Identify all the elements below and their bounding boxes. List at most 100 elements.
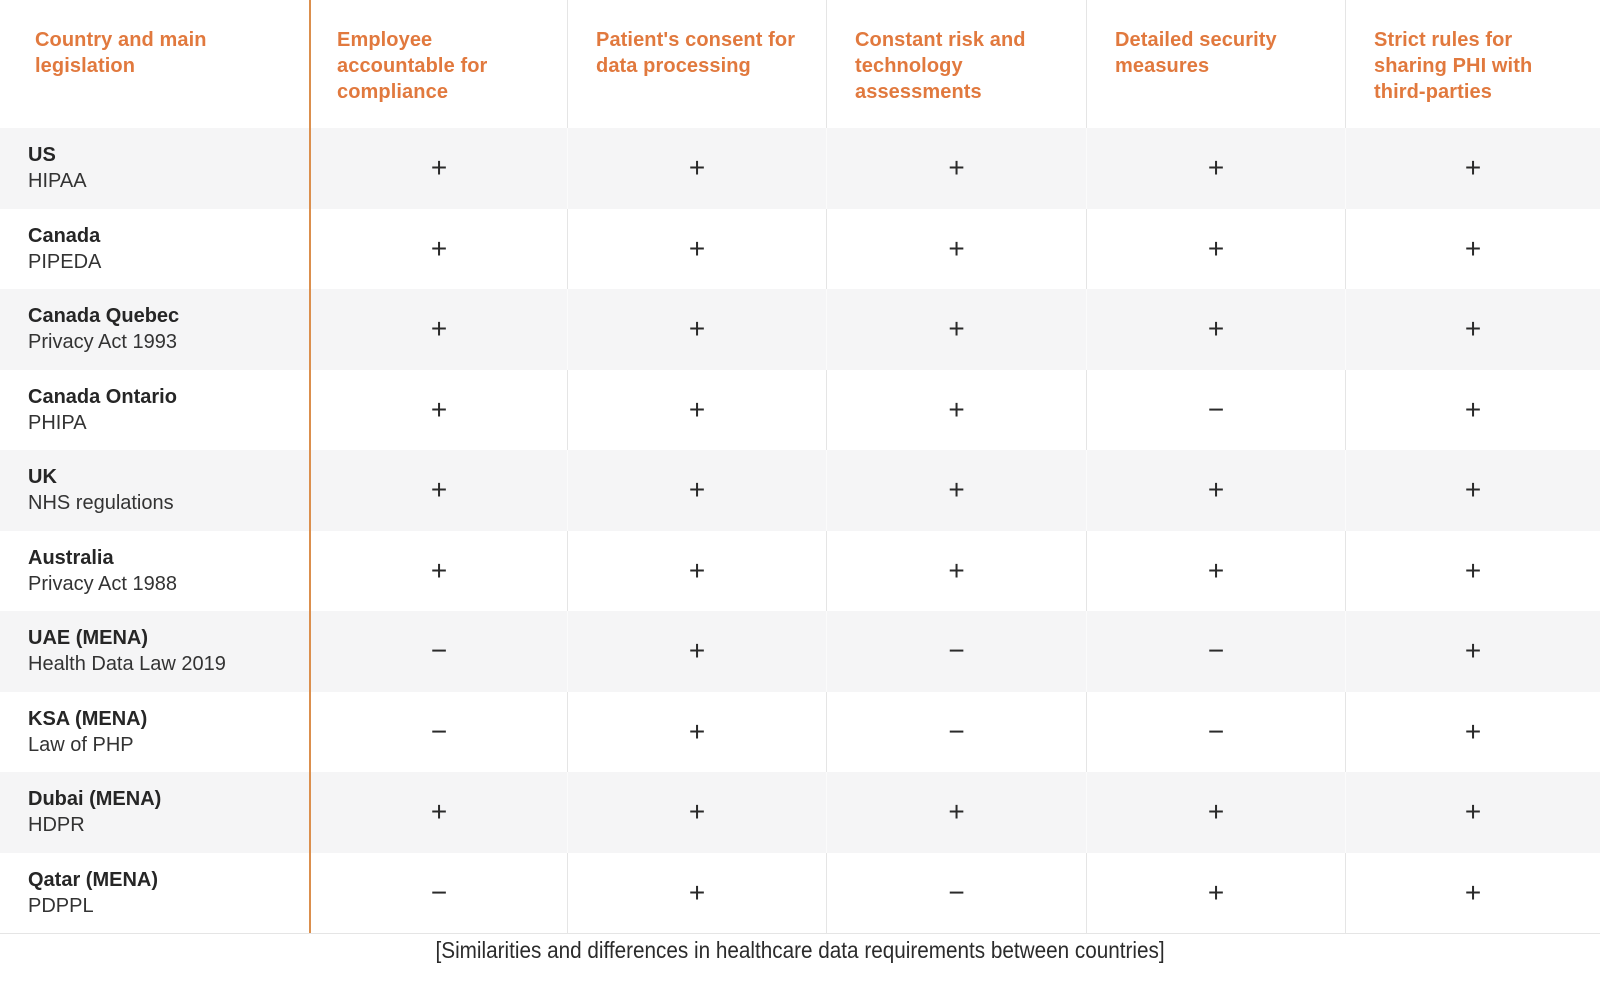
- table-row: UAE (MENA) Health Data Law 2019 − + − − …: [0, 611, 1600, 692]
- value-cell: +: [567, 611, 826, 692]
- value-cell: +: [567, 208, 826, 289]
- table-row: Canada Ontario PHIPA + + + − +: [0, 369, 1600, 451]
- table-row: Canada PIPEDA + + + + +: [0, 208, 1600, 290]
- value-cell: +: [309, 530, 567, 611]
- value-cell: +: [1345, 611, 1600, 692]
- plus-minus-sign: +: [948, 796, 965, 828]
- plus-minus-sign: +: [1207, 152, 1225, 184]
- plus-minus-sign: +: [1464, 152, 1482, 184]
- table-header-row: Country and main legislation Employee ac…: [0, 0, 1600, 128]
- plus-minus-sign: +: [688, 393, 706, 425]
- legislation-name: PHIPA: [28, 411, 87, 434]
- legislation-name: PDPPL: [28, 894, 94, 917]
- value-cell: +: [826, 450, 1086, 531]
- plus-minus-sign: −: [948, 715, 965, 747]
- value-cell: +: [1086, 450, 1345, 531]
- value-cell: +: [1345, 530, 1600, 611]
- country-cell: US HIPAA: [0, 128, 309, 209]
- value-cell: +: [309, 772, 567, 853]
- plus-minus-sign: +: [1464, 232, 1482, 264]
- plus-minus-sign: +: [948, 313, 965, 345]
- value-cell: +: [309, 128, 567, 209]
- plus-minus-sign: −: [1207, 393, 1225, 425]
- table-row: Australia Privacy Act 1988 + + + + +: [0, 530, 1600, 612]
- plus-minus-sign: +: [1207, 554, 1225, 586]
- column-header-security-measures: Detailed security measures: [1086, 0, 1345, 128]
- value-cell: +: [567, 852, 826, 933]
- country-cell: Dubai (MENA) HDPR: [0, 772, 309, 853]
- table-caption: [Similarities and differences in healthc…: [435, 937, 1165, 963]
- value-cell: +: [826, 369, 1086, 450]
- plus-minus-sign: +: [688, 635, 706, 667]
- plus-minus-sign: +: [1464, 876, 1482, 908]
- plus-minus-sign: +: [430, 313, 448, 345]
- plus-minus-sign: −: [430, 876, 448, 908]
- value-cell: +: [567, 530, 826, 611]
- value-cell: +: [826, 772, 1086, 853]
- value-cell: −: [826, 611, 1086, 692]
- country-cell: Qatar (MENA) PDPPL: [0, 853, 309, 934]
- country-cell: Canada Quebec Privacy Act 1993: [0, 289, 309, 370]
- plus-minus-sign: +: [1464, 554, 1482, 586]
- value-cell: +: [1086, 772, 1345, 853]
- country-name: UAE (MENA): [28, 627, 148, 650]
- country-cell: Canada PIPEDA: [0, 209, 309, 290]
- column-header-sharing-phi: Strict rules for sharing PHI with third-…: [1345, 0, 1600, 128]
- value-cell: +: [1086, 852, 1345, 933]
- value-cell: +: [309, 289, 567, 370]
- plus-minus-sign: −: [948, 876, 965, 908]
- value-cell: +: [1345, 369, 1600, 450]
- value-cell: −: [826, 691, 1086, 772]
- plus-minus-sign: +: [430, 152, 448, 184]
- plus-minus-sign: +: [1207, 876, 1225, 908]
- table-row: US HIPAA + + + + +: [0, 128, 1600, 209]
- country-name: UK: [28, 466, 57, 489]
- plus-minus-sign: +: [1464, 393, 1482, 425]
- value-cell: +: [1086, 128, 1345, 209]
- country-name: US: [28, 144, 56, 167]
- country-cell: UAE (MENA) Health Data Law 2019: [0, 611, 309, 692]
- country-cell: Canada Ontario PHIPA: [0, 370, 309, 451]
- healthcare-data-requirements-table: Country and main legislation Employee ac…: [0, 0, 1600, 934]
- table-body: US HIPAA + + + + + Canada PIPEDA + + + +…: [0, 128, 1600, 933]
- plus-minus-sign: +: [1207, 796, 1225, 828]
- plus-minus-sign: +: [948, 474, 965, 506]
- value-cell: +: [826, 289, 1086, 370]
- country-cell: Australia Privacy Act 1988: [0, 531, 309, 612]
- column-header-risk-assessments: Constant risk and technology assessments: [826, 0, 1086, 128]
- legislation-name: Privacy Act 1993: [28, 331, 177, 354]
- plus-minus-sign: +: [430, 554, 448, 586]
- value-cell: −: [309, 611, 567, 692]
- plus-minus-sign: +: [948, 152, 965, 184]
- plus-minus-sign: +: [948, 232, 965, 264]
- country-name: Dubai (MENA): [28, 788, 162, 811]
- plus-minus-sign: −: [430, 715, 448, 747]
- table-row: Qatar (MENA) PDPPL − + − + +: [0, 852, 1600, 934]
- plus-minus-sign: +: [430, 474, 448, 506]
- value-cell: −: [309, 691, 567, 772]
- plus-minus-sign: −: [1207, 715, 1225, 747]
- value-cell: +: [309, 450, 567, 531]
- plus-minus-sign: +: [1464, 635, 1482, 667]
- value-cell: +: [567, 289, 826, 370]
- value-cell: +: [826, 208, 1086, 289]
- plus-minus-sign: +: [948, 393, 965, 425]
- value-cell: +: [1345, 208, 1600, 289]
- plus-minus-sign: −: [1207, 635, 1225, 667]
- value-cell: +: [567, 691, 826, 772]
- plus-minus-sign: +: [1464, 796, 1482, 828]
- value-cell: +: [1086, 289, 1345, 370]
- plus-minus-sign: +: [1464, 313, 1482, 345]
- country-cell: KSA (MENA) Law of PHP: [0, 692, 309, 773]
- table-row: Canada Quebec Privacy Act 1993 + + + + +: [0, 289, 1600, 370]
- value-cell: −: [826, 852, 1086, 933]
- plus-minus-sign: +: [688, 796, 706, 828]
- column-header-employee-accountable: Employee accountable for compliance: [309, 0, 567, 128]
- column-header-country: Country and main legislation: [35, 29, 207, 77]
- country-cell: UK NHS regulations: [0, 450, 309, 531]
- country-name: Qatar (MENA): [28, 868, 159, 891]
- value-cell: +: [1345, 772, 1600, 853]
- value-cell: −: [309, 852, 567, 933]
- country-name: Australia: [28, 546, 114, 569]
- value-cell: +: [1345, 128, 1600, 209]
